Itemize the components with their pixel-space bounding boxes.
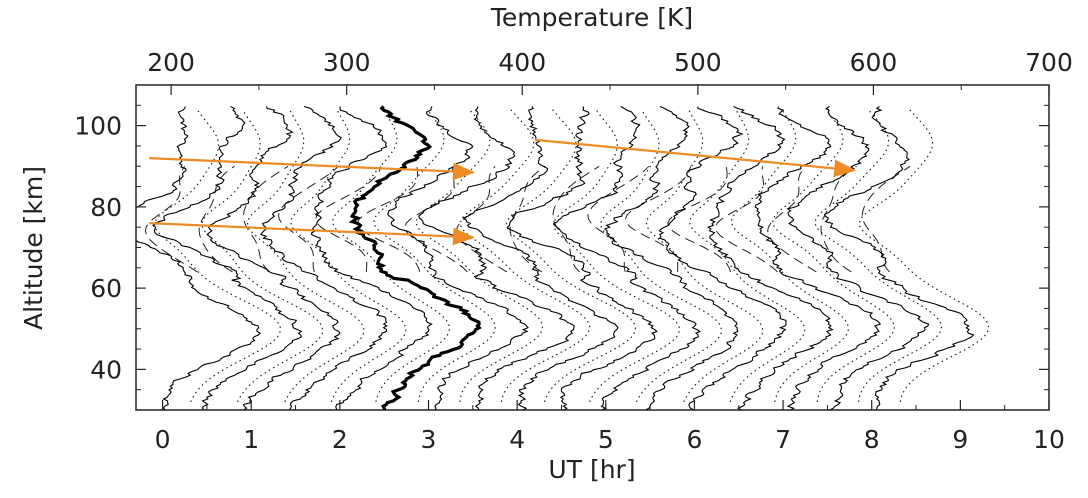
model-profile-dashed — [277, 165, 339, 273]
model-profile-dotted — [201, 109, 324, 403]
model-profile-dotted — [246, 109, 365, 403]
x2-tick-label: 300 — [323, 48, 371, 77]
phase-arrow — [149, 157, 476, 181]
x-tick-label: 5 — [598, 425, 614, 454]
model-profile-dashed — [667, 166, 732, 273]
model-profile-dashed — [552, 165, 600, 273]
x-tick-label: 7 — [775, 425, 791, 454]
model-profile-dotted — [290, 109, 407, 403]
x2-axis-title: Temperature [K] — [490, 3, 693, 32]
axis-ticks: 0 1 2 3 4 5 6 7 8 9 10 200 300 400 500 600 700 40 60 80 100 — [74, 48, 1073, 454]
x-tick-label: 1 — [243, 425, 259, 454]
model-profile-dashed — [624, 166, 692, 272]
x-tick-label: 0 — [155, 425, 171, 454]
x2-tick-label: 600 — [850, 48, 898, 77]
y-tick-label: 100 — [74, 112, 122, 141]
model-profile-dashed — [767, 165, 817, 273]
lidar-profile — [387, 106, 529, 410]
x-tick-label: 8 — [864, 425, 880, 454]
x-tick-label: 6 — [686, 425, 702, 454]
model-profile-dashed — [404, 166, 468, 273]
y-tick-label: 60 — [90, 274, 122, 303]
model-profile-dotted — [730, 109, 849, 403]
lidar-profile — [658, 106, 787, 410]
x-tick-label: 4 — [509, 425, 525, 454]
y-tick-label: 40 — [90, 355, 122, 384]
x-axis-title: UT [hr] — [548, 455, 635, 484]
lidar-profile — [603, 105, 739, 410]
lidar-profile — [786, 106, 930, 410]
x2-tick-label: 200 — [147, 48, 195, 77]
model-profile-dashed — [315, 166, 382, 272]
phase-arrow — [149, 222, 476, 246]
lidar-profile — [206, 106, 341, 410]
model-profile-dotted — [689, 109, 806, 403]
lidar-profile — [311, 106, 433, 410]
lidar-profile — [707, 106, 834, 410]
lidar-profile — [823, 106, 975, 410]
model-profile-dashed — [144, 166, 198, 273]
model-profile-dotted — [505, 109, 637, 403]
propagation-arrows — [149, 138, 857, 246]
model-profile-dashed — [509, 165, 546, 273]
phase-arrow — [534, 138, 857, 178]
model-profile-dashed — [820, 165, 857, 273]
model-profile-dashed — [861, 165, 911, 273]
model-profile-dashed — [356, 166, 421, 273]
x-tick-label: 3 — [421, 425, 437, 454]
lidar-profile — [152, 106, 303, 410]
model-profile-dotted — [600, 109, 723, 403]
x2-tick-label: 500 — [674, 48, 722, 77]
x-tick-label: 9 — [952, 425, 968, 454]
x2-tick-label: 400 — [498, 48, 546, 77]
x2-tick-label: 700 — [1025, 48, 1073, 77]
model-profile-dotted — [814, 109, 943, 402]
x-tick-label: 10 — [1033, 425, 1065, 454]
model-profile-dotted — [154, 109, 282, 403]
profile-curves — [136, 105, 990, 410]
y-axis-title: Altitude [km] — [19, 166, 48, 330]
lidar-profile — [553, 106, 702, 410]
model-profile-dashed — [715, 166, 778, 273]
x-tick-label: 2 — [332, 425, 348, 454]
model-profile-dashed — [587, 165, 650, 273]
lidar-profile — [506, 106, 658, 410]
lidar-profile — [754, 106, 882, 410]
plot-frame — [135, 84, 1050, 411]
y-tick-label: 80 — [90, 193, 122, 222]
lidar-profile — [418, 106, 575, 410]
lidar-profile — [260, 105, 388, 410]
model-profile-dashed — [198, 165, 235, 273]
model-profile-dotted — [858, 109, 990, 403]
model-profile-dashed — [455, 165, 508, 273]
model-profile-dotted — [415, 109, 544, 402]
highlighted-lidar-profile — [348, 105, 482, 410]
lidar-profile — [136, 106, 262, 410]
lidar-profile — [462, 106, 619, 410]
model-profile-dashed — [242, 165, 289, 273]
